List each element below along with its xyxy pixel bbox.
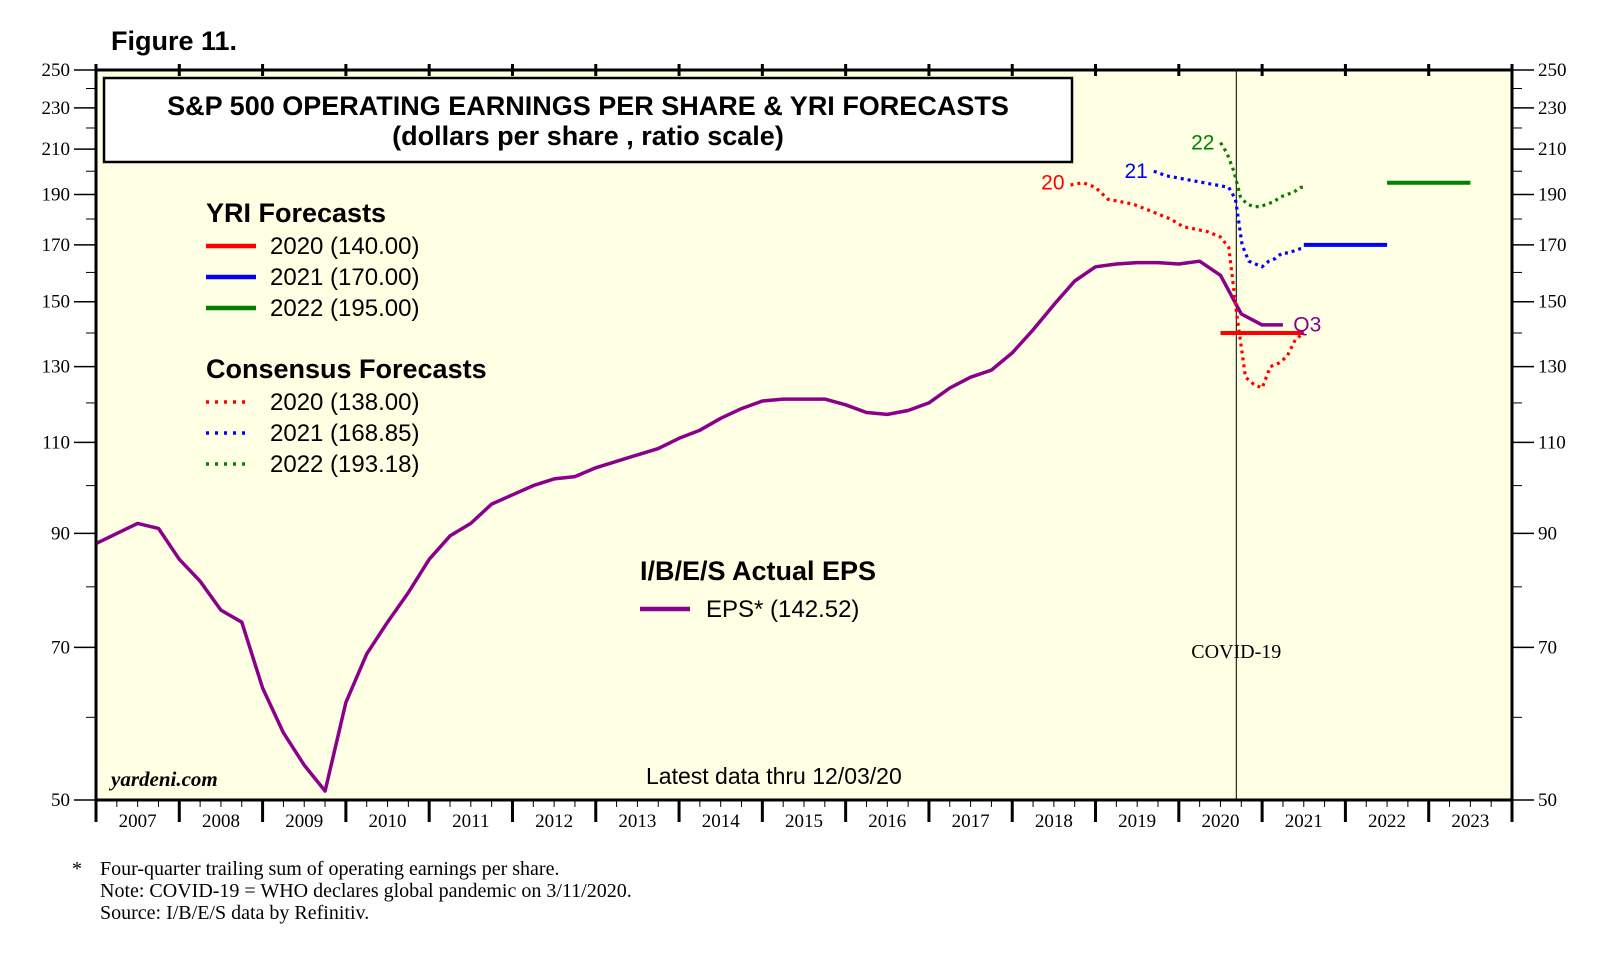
- x-tick-label: 2020: [1201, 811, 1239, 832]
- footnote-star: *: [72, 858, 82, 880]
- y-tick-label-right: 230: [1538, 98, 1567, 119]
- legend-yri-label: 2020 (140.00): [270, 233, 419, 260]
- x-tick-label: 2008: [202, 811, 240, 832]
- y-tick-label-left: 170: [42, 235, 71, 256]
- y-tick-label-right: 150: [1538, 292, 1567, 313]
- y-tick-label-left: 90: [51, 523, 70, 544]
- y-tick-label-left: 190: [42, 184, 71, 205]
- y-tick-label-right: 70: [1538, 637, 1557, 658]
- title-box: [102, 76, 1074, 164]
- y-tick-label-left: 230: [42, 98, 71, 119]
- footnote-line-3: Source: I/B/E/S data by Refinitiv.: [100, 902, 370, 924]
- chart-title: S&P 500 OPERATING EARNINGS PER SHARE & Y…: [167, 91, 1009, 121]
- y-tick-label-right: 190: [1538, 184, 1567, 205]
- figure-label: Figure 11.: [111, 26, 237, 56]
- legend-consensus-label: 2021 (168.85): [270, 420, 419, 447]
- y-tick-label-left: 130: [42, 357, 71, 378]
- y-tick-label-left: 210: [42, 139, 71, 160]
- y-tick-label-right: 170: [1538, 235, 1567, 256]
- series-consensus-2022: [1219, 141, 1304, 209]
- x-tick-label: 2021: [1285, 811, 1323, 832]
- x-tick-label: 2019: [1118, 811, 1156, 832]
- y-tick-label-right: 90: [1538, 523, 1557, 544]
- y-tick-label-right: 50: [1538, 790, 1557, 811]
- legend-yri-title: YRI Forecasts: [206, 198, 386, 228]
- y-tick-label-left: 70: [51, 637, 70, 658]
- x-tick-label: 2023: [1451, 811, 1489, 832]
- watermark: yardeni.com: [108, 767, 218, 791]
- annotation-20: 20: [1041, 172, 1064, 195]
- chart-subtitle: (dollars per share , ratio scale): [392, 121, 784, 151]
- eps-chart: 50 50 70 70 90 90 110 110 130 130 150 150 170 170 190 1…: [42, 26, 1567, 832]
- series-consensus-2020: [1070, 181, 1305, 390]
- y-tick-label-right: 250: [1538, 60, 1567, 81]
- footnote-line-1: * Four-quarter trailing sum of operating …: [72, 858, 560, 880]
- y-tick-label-left: 110: [42, 432, 70, 453]
- annotation-q3: Q3: [1293, 313, 1321, 336]
- x-tick-label: 2015: [785, 811, 823, 832]
- footnotes: * Four-quarter trailing sum of operating …: [72, 858, 632, 924]
- legend-yri-label: 2021 (170.00): [270, 264, 419, 291]
- legend-consensus-title: Consensus Forecasts: [206, 354, 487, 384]
- legend-eps-title: I/B/E/S Actual EPS: [640, 556, 876, 586]
- x-tick-label: 2018: [1035, 811, 1073, 832]
- legend-consensus-label: 2022 (193.18): [270, 451, 419, 478]
- series-consensus-2021: [1153, 169, 1305, 269]
- y-tick-label-right: 210: [1538, 139, 1567, 160]
- annotation-22: 22: [1191, 132, 1214, 155]
- y-tick-label-left: 250: [42, 60, 71, 81]
- y-tick-label-right: 110: [1538, 432, 1566, 453]
- y-tick-label-right: 130: [1538, 357, 1567, 378]
- legend-yri-label: 2022 (195.00): [270, 295, 419, 322]
- x-tick-label: 2010: [369, 811, 407, 832]
- x-tick-label: 2022: [1368, 811, 1406, 832]
- x-tick-label: 2014: [702, 811, 741, 832]
- legend-consensus-label: 2020 (138.00): [270, 389, 419, 416]
- plot-area: [96, 70, 1512, 800]
- annotation-21: 21: [1124, 160, 1147, 183]
- series-eps: [95, 259, 1283, 793]
- legend-eps-label: EPS* (142.52): [706, 596, 859, 623]
- x-tick-label: 2012: [535, 811, 573, 832]
- x-tick-label: 2009: [285, 811, 323, 832]
- x-tick-label: 2013: [618, 811, 656, 832]
- latest-data-note: Latest data thru 12/03/20: [646, 763, 902, 789]
- footnote-line-2: Note: COVID-19 = WHO declares global pan…: [100, 880, 632, 902]
- y-tick-label-left: 150: [42, 292, 71, 313]
- y-tick-label-left: 50: [51, 790, 70, 811]
- x-tick-label: 2007: [119, 811, 157, 832]
- x-tick-label: 2017: [952, 811, 990, 832]
- x-tick-label: 2011: [452, 811, 489, 832]
- covid-label: COVID-19: [1191, 641, 1281, 663]
- x-tick-label: 2016: [868, 811, 906, 832]
